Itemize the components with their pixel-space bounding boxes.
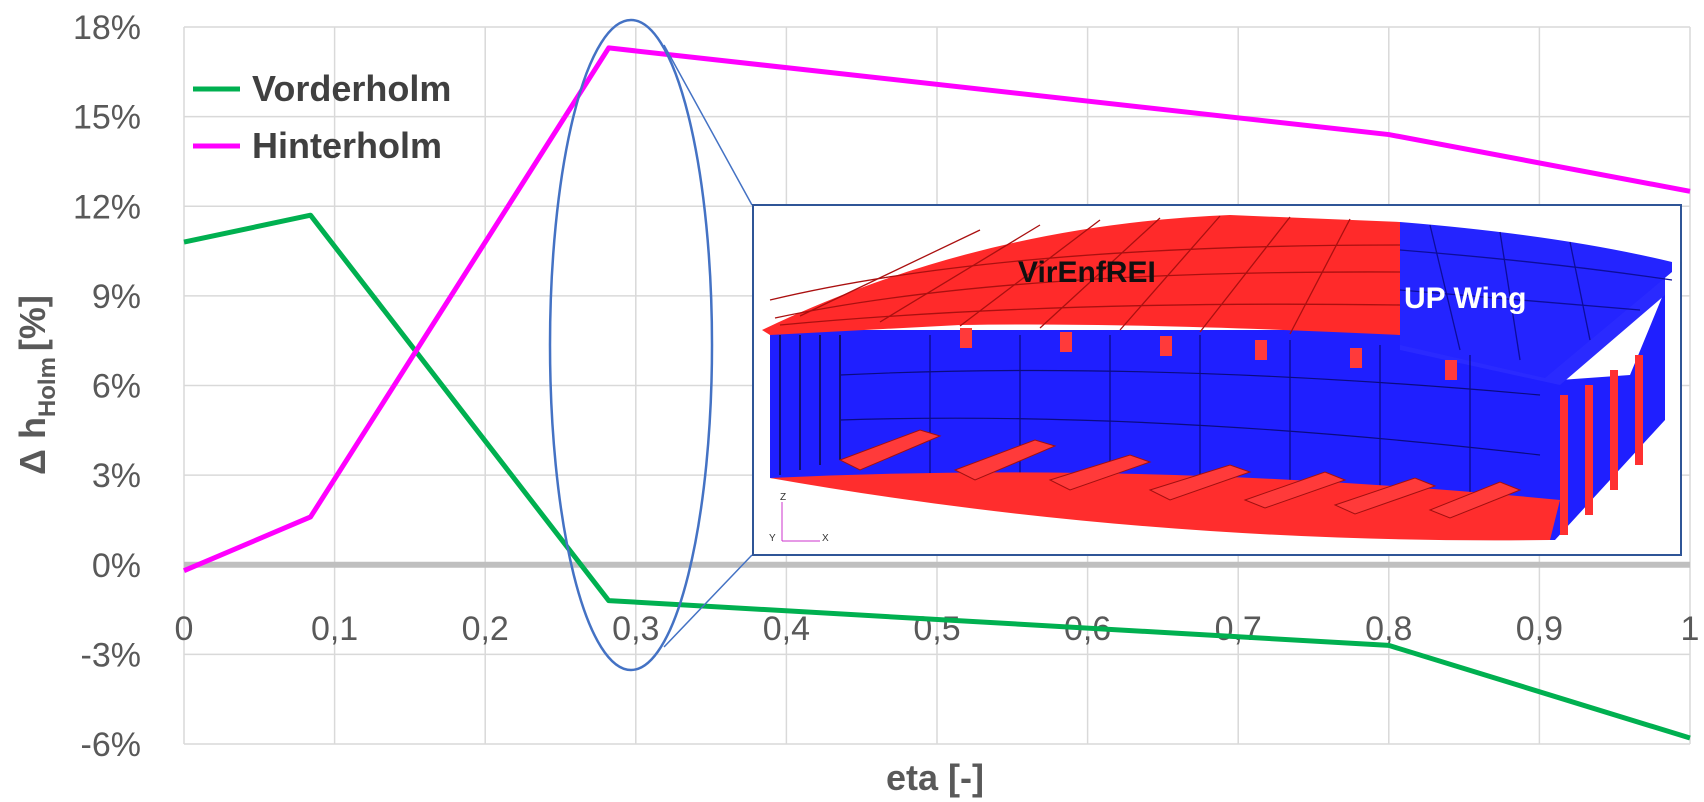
triad-y-label: Y	[769, 533, 776, 544]
y-tick-label: 15%	[73, 99, 141, 137]
triad-z-label: Z	[780, 492, 786, 503]
x-tick-label: 0,1	[311, 610, 358, 648]
series-line-hinterholm	[183, 45, 1691, 574]
legend-label-vorderholm: Vorderholm	[252, 68, 451, 109]
y-axis-title-subscript: Holm	[34, 357, 61, 417]
y-axis-title: Δ hHolm [%]	[12, 295, 61, 475]
y-tick-label: 9%	[92, 278, 141, 316]
x-tick-label: 0,5	[913, 610, 960, 648]
top-cover-red	[762, 215, 1400, 335]
y-tick-label: 0%	[92, 547, 141, 585]
bottom-cover-red	[770, 472, 1560, 541]
front-spar-stiffeners	[779, 335, 841, 475]
blue-cover-mesh	[1399, 224, 1673, 361]
svg-text:Δ hHolm[%]: Δ hHolm [%]	[12, 295, 61, 475]
y-axis-ticks: 18% 15% 12% 9% 6% 3% 0% -3% -6%	[73, 9, 141, 764]
top-stiffener-caps	[960, 328, 1457, 380]
x-tick-label: 0,9	[1516, 610, 1563, 648]
series-line-vorderholm	[183, 212, 1691, 741]
x-tick-label: 0,8	[1365, 610, 1412, 648]
x-axis-title: eta [-]	[886, 757, 984, 798]
bottom-stringers	[838, 429, 1522, 519]
y-tick-label: 18%	[73, 9, 141, 47]
series-lines	[183, 45, 1691, 741]
legend: Vorderholm Hinterholm	[193, 68, 451, 166]
x-tick-label: 0,7	[1215, 610, 1262, 648]
coordinate-triad: Z Y X	[769, 492, 829, 544]
y-tick-label: 12%	[73, 188, 141, 226]
x-tick-label: 0,2	[462, 610, 509, 648]
y-tick-label: 6%	[92, 368, 141, 406]
x-tick-label: 0,3	[612, 610, 659, 648]
legend-label-hinterholm: Hinterholm	[252, 125, 442, 166]
x-tick-label: 0,4	[763, 610, 810, 648]
y-axis-title-main: Δ h	[12, 417, 53, 475]
y-tick-label: -6%	[81, 726, 141, 764]
y-tick-label: -3%	[81, 636, 141, 674]
x-axis-ticks: 0 0,1 0,2 0,3 0,4 0,5 0,6 0,7 0,8 0,9 1	[175, 610, 1700, 648]
top-cover-mesh	[769, 215, 1401, 335]
triad-x-label: X	[822, 533, 829, 544]
connector-line-bottom	[663, 554, 753, 648]
connector-line-top	[663, 44, 753, 206]
inset-label-virenfrei: VirEnfREI	[1018, 256, 1156, 289]
y-axis-title-unit: [%]	[12, 295, 53, 351]
top-cover-blue	[1400, 222, 1672, 378]
wing-box-inset: VirEnfREI UP Wing Z Y X	[752, 204, 1682, 556]
x-tick-label: 0	[175, 610, 194, 648]
highlight-ellipse	[548, 18, 714, 672]
rear-spar-stiffeners	[1560, 355, 1643, 535]
inset-label-up-wing: UP Wing	[1404, 282, 1527, 315]
y-tick-label: 3%	[92, 457, 141, 495]
x-tick-label: 1	[1681, 610, 1700, 648]
